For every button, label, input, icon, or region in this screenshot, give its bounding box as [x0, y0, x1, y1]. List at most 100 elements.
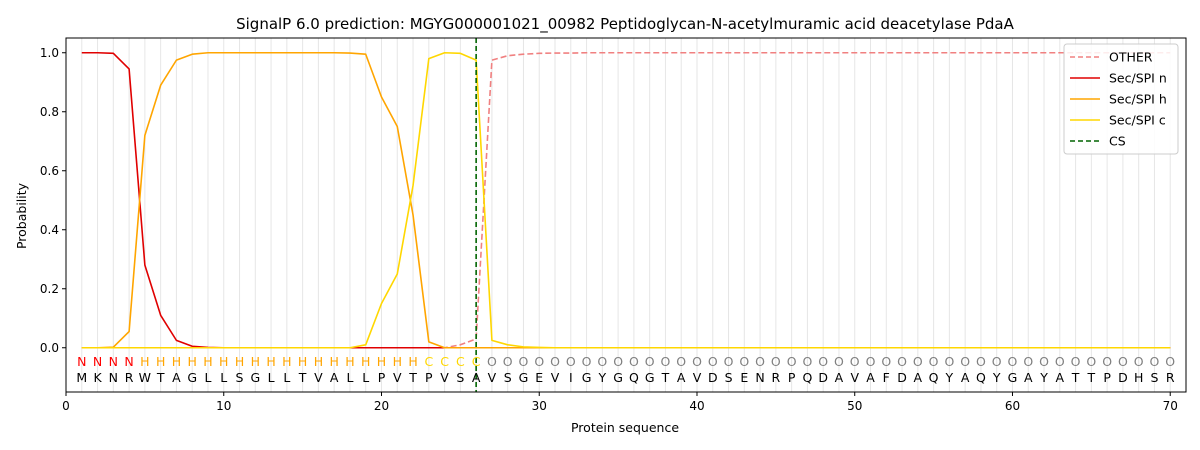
region-label: O	[802, 354, 812, 369]
region-label: H	[235, 354, 244, 369]
residue-label: P	[378, 370, 386, 385]
residue-label: A	[914, 370, 923, 385]
x-tick-label: 30	[532, 399, 547, 413]
region-label: N	[124, 354, 133, 369]
region-label: O	[1039, 354, 1049, 369]
region-label: O	[755, 354, 765, 369]
residue-label: H	[1134, 370, 1143, 385]
y-tick-label: 0.0	[40, 341, 59, 355]
residue-label: G	[1008, 370, 1018, 385]
residue-label: G	[582, 370, 592, 385]
region-label: O	[739, 354, 749, 369]
residue-label: V	[488, 370, 497, 385]
region-label: O	[708, 354, 718, 369]
residue-label: D	[708, 370, 718, 385]
region-label: H	[140, 354, 149, 369]
region-label: O	[1150, 354, 1160, 369]
region-label: H	[314, 354, 323, 369]
residue-label: G	[187, 370, 197, 385]
region-label: O	[487, 354, 497, 369]
residue-label: V	[850, 370, 859, 385]
residue-label: V	[393, 370, 402, 385]
region-label: O	[1023, 354, 1033, 369]
region-label: H	[408, 354, 417, 369]
region-label: O	[534, 354, 544, 369]
residue-label: A	[1056, 370, 1065, 385]
residue-label: A	[677, 370, 686, 385]
residue-label: S	[725, 370, 733, 385]
residue-label: T	[408, 370, 417, 385]
region-label: O	[1055, 354, 1065, 369]
region-label: O	[1071, 354, 1081, 369]
region-label: O	[503, 354, 513, 369]
region-label: O	[692, 354, 702, 369]
region-label: O	[629, 354, 639, 369]
region-label: C	[440, 354, 449, 369]
residue-label: Y	[598, 370, 607, 385]
region-label: H	[251, 354, 260, 369]
series-line-1	[81, 51, 1171, 349]
residue-label: S	[236, 370, 244, 385]
residue-label: G	[519, 370, 529, 385]
residue-label: Y	[1039, 370, 1048, 385]
region-label: O	[1086, 354, 1096, 369]
residue-label: A	[961, 370, 970, 385]
region-label: C	[472, 354, 481, 369]
residue-label: G	[250, 370, 260, 385]
region-label: O	[566, 354, 576, 369]
region-label: O	[787, 354, 797, 369]
y-axis-label: Probability	[14, 182, 29, 249]
region-label: H	[393, 354, 402, 369]
y-tick-label: 0.2	[40, 282, 59, 296]
residue-label: P	[788, 370, 796, 385]
region-label: H	[266, 354, 275, 369]
residue-label: K	[93, 370, 102, 385]
residue-label: A	[1024, 370, 1033, 385]
region-label: H	[377, 354, 386, 369]
x-tick-label: 50	[847, 399, 862, 413]
residue-label: F	[883, 370, 890, 385]
residue-label: T	[661, 370, 670, 385]
region-label: H	[156, 354, 165, 369]
region-label: H	[329, 354, 338, 369]
residue-label: Q	[802, 370, 812, 385]
residue-label: D	[897, 370, 907, 385]
region-label: O	[661, 354, 671, 369]
series-line-3	[81, 51, 1171, 349]
residue-label: L	[204, 370, 211, 385]
region-label: O	[866, 354, 876, 369]
residue-label: D	[1118, 370, 1128, 385]
region-label: O	[676, 354, 686, 369]
residue-label: Y	[945, 370, 954, 385]
series-line-2	[81, 51, 1171, 349]
region-label: O	[519, 354, 529, 369]
residue-label: G	[645, 370, 655, 385]
residue-label: R	[125, 370, 134, 385]
region-label: C	[424, 354, 433, 369]
region-label: H	[172, 354, 181, 369]
y-tick-label: 0.4	[40, 223, 59, 237]
y-tick-label: 0.6	[40, 164, 59, 178]
region-label: H	[219, 354, 228, 369]
series-line-0	[81, 51, 1171, 349]
region-label: H	[345, 354, 354, 369]
axes-frame	[65, 37, 1187, 393]
legend-box	[1063, 43, 1179, 155]
residue-label: T	[1071, 370, 1080, 385]
residue-label: P	[425, 370, 433, 385]
region-label: O	[1165, 354, 1175, 369]
region-label: H	[187, 354, 196, 369]
region-label: O	[850, 354, 860, 369]
region-label: H	[298, 354, 307, 369]
residue-label: Y	[992, 370, 1001, 385]
region-label: N	[93, 354, 102, 369]
residue-label: V	[551, 370, 560, 385]
region-label: O	[992, 354, 1002, 369]
residue-label: L	[220, 370, 227, 385]
residue-label: L	[346, 370, 353, 385]
residue-label: A	[866, 370, 875, 385]
residue-label: S	[1150, 370, 1158, 385]
region-label: O	[881, 354, 891, 369]
legend-label: Sec/SPI h	[1109, 92, 1167, 107]
